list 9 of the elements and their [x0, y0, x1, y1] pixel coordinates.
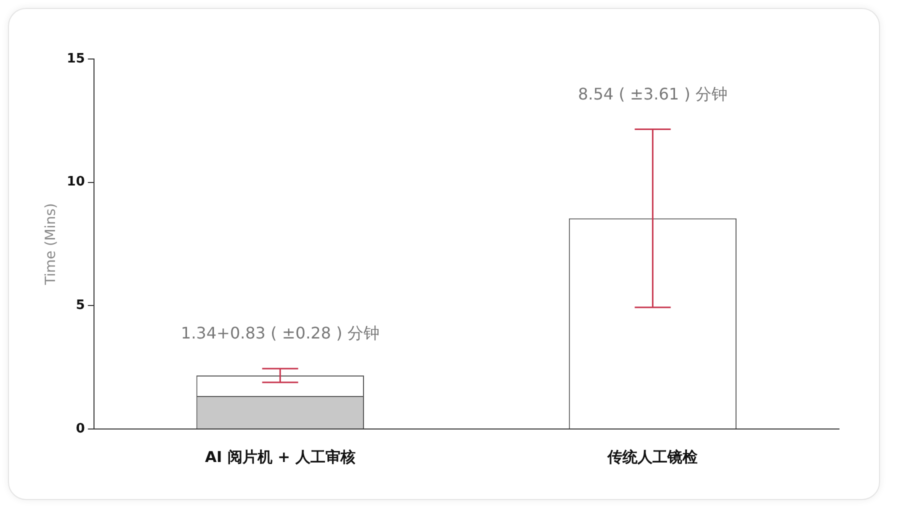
- x-tick-label: AI 阅片机 + 人工审核: [204, 448, 356, 466]
- annotation: 8.54 ( ±3.61 ) 分钟: [578, 84, 728, 104]
- y-tick-label: 15: [66, 51, 85, 66]
- annotation: 1.34+0.83 ( ±0.28 ) 分钟: [180, 324, 380, 343]
- y-axis-title: Time (Mins): [43, 203, 60, 286]
- y-tick-label: 5: [76, 298, 85, 314]
- y-tick-label: 10: [66, 174, 85, 190]
- x-tick-label: 传统人工镜检: [606, 448, 699, 466]
- y-tick-label: 0: [76, 421, 85, 436]
